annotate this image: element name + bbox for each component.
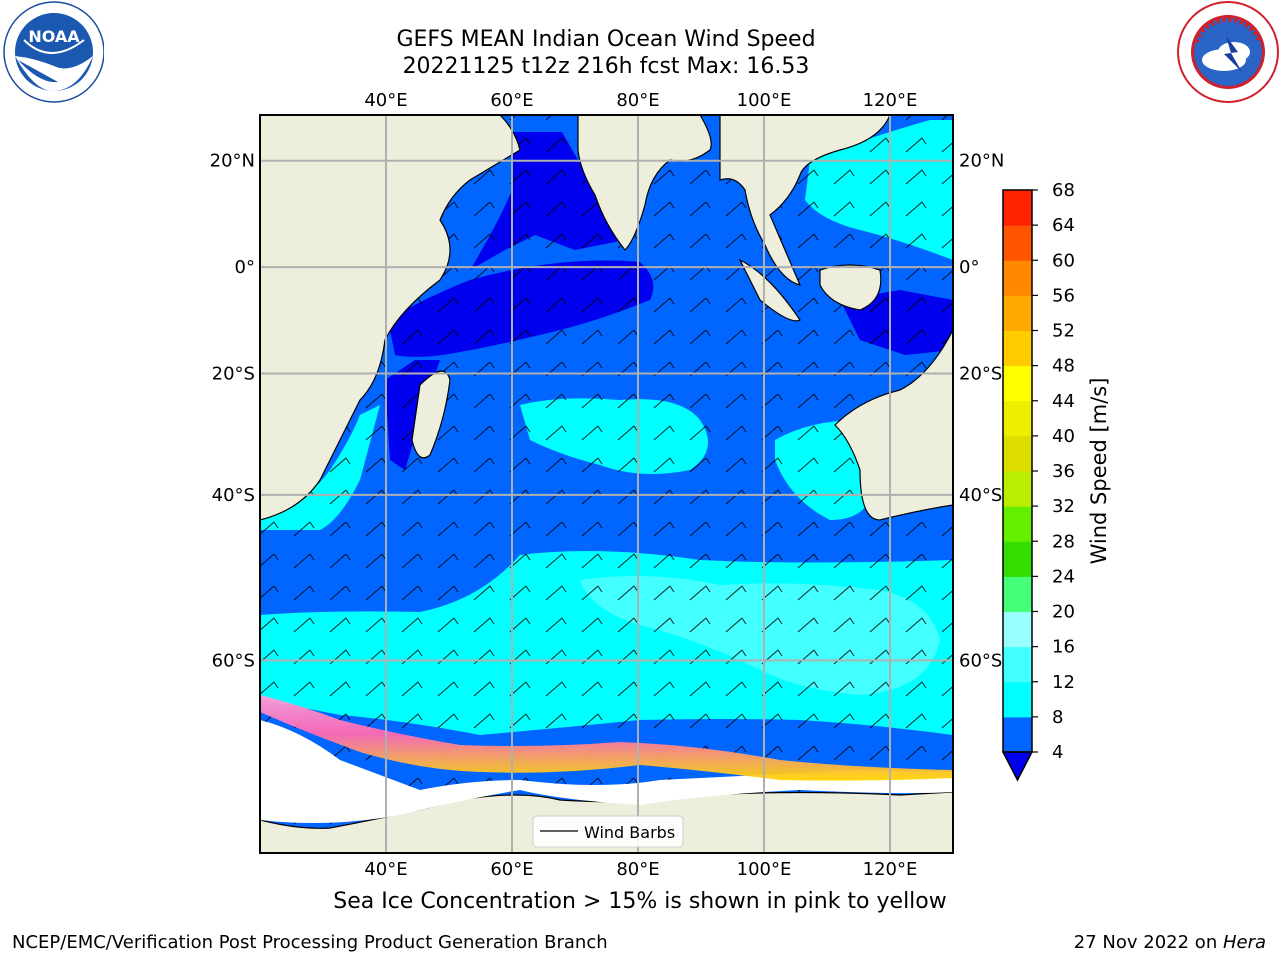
colorbar-under-arrow bbox=[1001, 751, 1034, 782]
colorbar-swatch bbox=[1003, 330, 1032, 367]
lon-label-top: 60°E bbox=[490, 90, 533, 111]
lon-label-top: 120°E bbox=[863, 90, 918, 111]
sea-ice-concentration-band bbox=[260, 695, 953, 781]
colorbar-tick-label: 52 bbox=[1052, 321, 1075, 342]
colorbar-swatch bbox=[1003, 541, 1032, 577]
colorbar-tick-label: 40 bbox=[1052, 426, 1075, 447]
date-text: 27 Nov 2022 on bbox=[1073, 932, 1223, 953]
colorbar-swatch bbox=[1003, 471, 1032, 507]
colorbar-tick-label: 36 bbox=[1052, 461, 1075, 482]
lat-label-right: 40°S bbox=[959, 485, 1002, 506]
colorbar-swatch bbox=[1003, 295, 1032, 331]
colorbar-tick-label: 28 bbox=[1052, 531, 1075, 552]
lat-label-left: 40°S bbox=[212, 485, 255, 506]
colorbar-tick-label: 8 bbox=[1052, 707, 1063, 728]
lon-label-bottom: 120°E bbox=[863, 859, 918, 880]
axis-labels: 40°E 40°E 60°E 60°E 80°E 80°E 100°E 100°E 120°E 1… bbox=[210, 90, 1005, 880]
date-stamp: 27 Nov 2022 on Hera bbox=[1074, 932, 1266, 954]
colorbar-tick-label: 16 bbox=[1052, 637, 1075, 658]
land-sumatra-borneo bbox=[738, 258, 882, 322]
wind-barbs-legend: Wind Barbs bbox=[532, 815, 684, 848]
sea-ice-footnote: Sea Ice Concentration > 15% is shown in … bbox=[333, 889, 947, 914]
colorbar-swatch bbox=[1003, 260, 1032, 296]
graticule bbox=[260, 115, 953, 853]
sea-ice-open-area bbox=[260, 720, 953, 824]
lon-label-bottom: 40°E bbox=[364, 859, 407, 880]
colorbar-tick-label: 4 bbox=[1052, 742, 1063, 763]
colorbar-tick-label: 12 bbox=[1052, 672, 1075, 693]
host-text: Hera bbox=[1222, 932, 1266, 953]
colorbar-tick-label: 60 bbox=[1052, 250, 1075, 271]
colorbar-swatch bbox=[1003, 190, 1032, 226]
lat-label-right: 60°S bbox=[959, 650, 1002, 671]
colorbar-tick-label: 48 bbox=[1052, 356, 1075, 377]
map-frame bbox=[259, 114, 954, 854]
land-madagascar bbox=[411, 370, 451, 459]
colorbar-swatch bbox=[1003, 716, 1032, 753]
credit-text: NCEP/EMC/Verification Post Processing Pr… bbox=[12, 932, 608, 953]
colorbar-swatch bbox=[1003, 225, 1032, 261]
colorbar-swatch bbox=[1003, 576, 1032, 612]
noaa-logo-text: NOAA bbox=[28, 27, 80, 46]
colorbar-label: Wind Speed [m/s] bbox=[1087, 378, 1111, 565]
colorbar-swatch bbox=[1003, 611, 1032, 648]
noaa-logo: NOAA bbox=[3, 1, 104, 103]
colorbar-swatch bbox=[1003, 435, 1032, 472]
land-australia bbox=[834, 329, 953, 521]
chart-subtitle: 20221125 t12z 216h fcst Max: 16.53 bbox=[402, 54, 810, 79]
colorbar-swatch bbox=[1003, 681, 1032, 718]
nws-logo bbox=[1177, 1, 1279, 103]
colorbar-tick-label: 32 bbox=[1052, 496, 1075, 517]
lat-label-right: 20°N bbox=[959, 151, 1004, 172]
lon-label-top: 100°E bbox=[737, 90, 792, 111]
lat-label-right: 0° bbox=[959, 257, 979, 278]
land-southeast-asia bbox=[719, 115, 891, 286]
lon-label-bottom: 80°E bbox=[616, 859, 659, 880]
colorbar-tick-label: 44 bbox=[1052, 391, 1075, 412]
colorbar-swatch bbox=[1003, 365, 1032, 402]
chart-title: GEFS MEAN Indian Ocean Wind Speed bbox=[396, 27, 816, 52]
colorbar-swatch bbox=[1003, 506, 1032, 542]
map-plot-area: Wind Barbs bbox=[260, 115, 953, 853]
lat-label-left: 20°S bbox=[212, 364, 255, 385]
lon-label-top: 80°E bbox=[616, 90, 659, 111]
colorbar-swatch bbox=[1003, 646, 1032, 683]
land-africa-arabia bbox=[260, 115, 521, 521]
lon-label-bottom: 100°E bbox=[737, 859, 792, 880]
lat-label-left: 60°S bbox=[212, 650, 255, 671]
lon-label-top: 40°E bbox=[364, 90, 407, 111]
lat-label-left: 0° bbox=[235, 257, 255, 278]
land-india bbox=[577, 115, 712, 251]
colorbar-swatch bbox=[1003, 400, 1032, 437]
legend-label: Wind Barbs bbox=[584, 823, 675, 842]
colorbar-tick-label: 20 bbox=[1052, 602, 1075, 623]
colorbar-tick-label: 64 bbox=[1052, 215, 1075, 236]
colorbar-tick-label: 24 bbox=[1052, 566, 1075, 587]
colorbar-tick-label: 68 bbox=[1052, 180, 1075, 201]
lon-label-bottom: 60°E bbox=[490, 859, 533, 880]
colorbar-tick-label: 56 bbox=[1052, 285, 1075, 306]
lat-label-right: 20°S bbox=[959, 364, 1002, 385]
lat-label-left: 20°N bbox=[210, 151, 255, 172]
